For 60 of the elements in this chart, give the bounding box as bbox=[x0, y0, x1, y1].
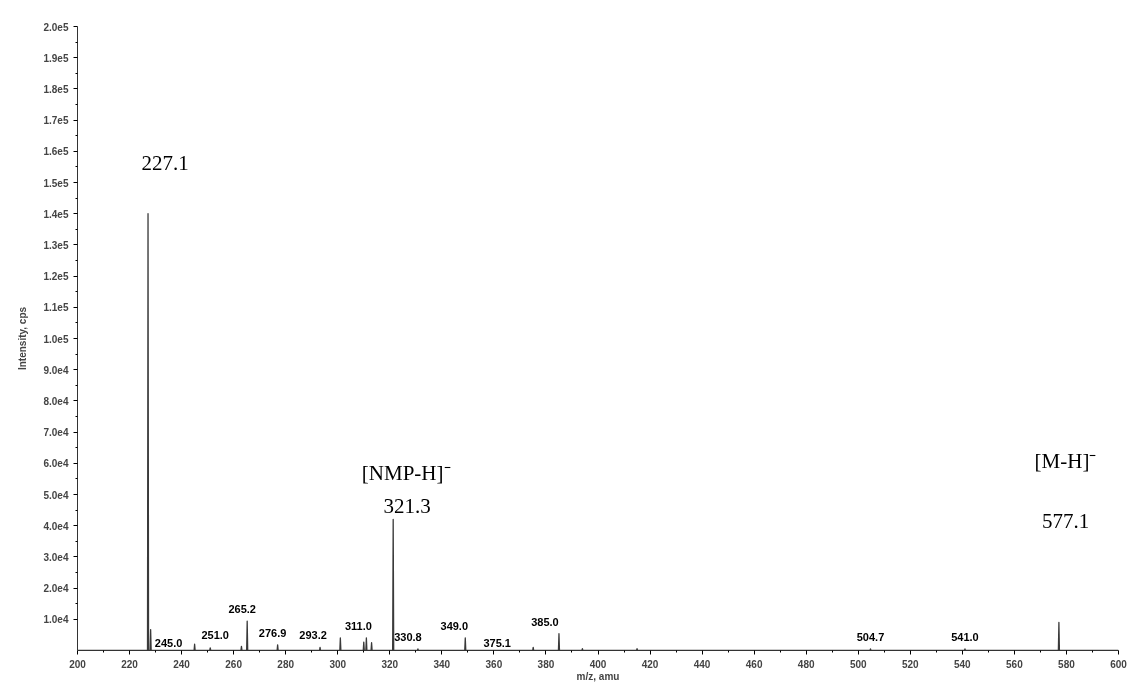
annotation: 276.9 bbox=[258, 626, 287, 639]
x-tick-label: 560 bbox=[1006, 658, 1024, 670]
y-tick-label: 1.2e5 bbox=[43, 271, 69, 283]
x-tick-label: 320 bbox=[381, 658, 399, 670]
x-tick-label: 280 bbox=[277, 658, 295, 670]
annotation: 349.0 bbox=[440, 620, 469, 633]
y-tick-label: 8.0e4 bbox=[43, 395, 69, 407]
annotation: [M-H]⁻ bbox=[1034, 448, 1097, 473]
x-tick-label: 300 bbox=[329, 658, 347, 670]
annotation: 311.0 bbox=[344, 620, 372, 633]
annotation: 577.1 bbox=[1041, 508, 1090, 533]
y-tick-label: 3.0e4 bbox=[43, 551, 69, 563]
annotation: 227.1 bbox=[141, 150, 189, 175]
y-tick-label: 1.6e5 bbox=[43, 146, 69, 158]
y-tick-label: 1.4e5 bbox=[43, 208, 69, 220]
x-tick-label: 340 bbox=[433, 658, 451, 670]
x-tick-label: 440 bbox=[693, 658, 711, 670]
x-tick-label: 600 bbox=[1110, 658, 1128, 670]
annotation: 245.0 bbox=[154, 637, 183, 650]
x-axis-title: m/z, amu bbox=[576, 670, 620, 682]
annotation: 541.0 bbox=[951, 630, 979, 643]
y-tick-label: 7.0e4 bbox=[43, 427, 69, 439]
y-tick-label: 1.7e5 bbox=[43, 115, 69, 127]
annotation: 385.0 bbox=[531, 615, 559, 628]
x-tick-label: 380 bbox=[537, 658, 555, 670]
y-tick-label: 1.3e5 bbox=[43, 239, 69, 251]
annotation: 330.8 bbox=[394, 630, 422, 643]
y-tick-label: 2.0e5 bbox=[43, 21, 69, 33]
y-tick-label: 4.0e4 bbox=[43, 520, 69, 532]
y-axis-title: Intensity, cps bbox=[17, 306, 29, 371]
annotation: 293.2 bbox=[299, 629, 327, 642]
annotation: 375.1 bbox=[483, 637, 511, 650]
y-tick-label: 1.8e5 bbox=[43, 83, 69, 95]
y-tick-label: 1.0e5 bbox=[43, 333, 69, 345]
y-tick-label: 9.0e4 bbox=[43, 364, 69, 376]
y-tick-label: 1.5e5 bbox=[43, 177, 69, 189]
x-tick-label: 460 bbox=[745, 658, 763, 670]
y-tick-label: 5.0e4 bbox=[43, 489, 69, 501]
x-tick-label: 580 bbox=[1058, 658, 1076, 670]
x-tick-label: 420 bbox=[641, 658, 659, 670]
x-tick-label: 500 bbox=[849, 658, 868, 670]
y-tick-label: 1.1e5 bbox=[43, 302, 69, 314]
annotation: 504.7 bbox=[856, 630, 885, 643]
x-tick-label: 240 bbox=[173, 658, 191, 670]
y-tick-label: 6.0e4 bbox=[43, 458, 69, 470]
x-tick-label: 360 bbox=[485, 658, 503, 670]
x-tick-label: 200 bbox=[69, 658, 87, 670]
annotation: 251.0 bbox=[201, 629, 229, 641]
x-tick-label: 540 bbox=[954, 658, 972, 670]
y-tick-label: 1.0e4 bbox=[43, 614, 69, 626]
annotation: [NMP-H]⁻ bbox=[361, 461, 451, 486]
x-tick-label: 400 bbox=[589, 658, 607, 670]
x-tick-label: 260 bbox=[225, 658, 243, 670]
y-tick-label: 2.0e4 bbox=[43, 583, 69, 595]
annotation: 321.3 bbox=[383, 494, 431, 519]
annotation: 265.2 bbox=[228, 603, 256, 616]
x-tick-label: 480 bbox=[797, 658, 815, 670]
x-tick-label: 520 bbox=[901, 658, 920, 670]
x-tick-label: 220 bbox=[121, 658, 139, 670]
y-tick-label: 1.9e5 bbox=[43, 52, 69, 64]
